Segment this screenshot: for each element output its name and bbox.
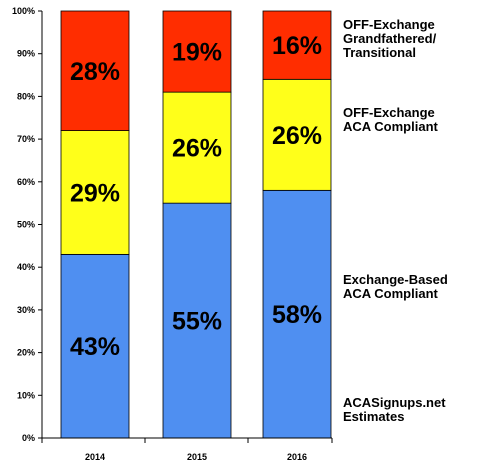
- legend-offexchange: OFF-Exchange ACA Compliant: [343, 106, 438, 134]
- watermark: ACASignups.net Estimates: [343, 396, 446, 424]
- legend-offexchange-line1: OFF-Exchange: [343, 105, 435, 120]
- y-tick-label: 80%: [17, 91, 35, 101]
- y-axis: 0% 10% 20% 30% 40% 50% 60% 70% 80% 90% 100%: [12, 6, 43, 443]
- bar-segment: [60, 10, 130, 131]
- y-tick-label: 30%: [17, 305, 35, 315]
- data-label: 28%: [70, 58, 120, 86]
- y-tick-label: 70%: [17, 134, 35, 144]
- y-tick-label: 60%: [17, 177, 35, 187]
- data-label: 58%: [272, 301, 322, 329]
- legend-offexchange-line2: ACA Compliant: [343, 119, 438, 134]
- y-tick-label: 50%: [17, 220, 35, 230]
- watermark-line2: Estimates: [343, 409, 405, 424]
- bar-segment: [162, 202, 232, 439]
- bar-segment: [162, 91, 232, 204]
- data-label: 19%: [172, 39, 222, 67]
- x-axis: 2014 2015 2016: [41, 437, 333, 462]
- legend-grandfathered-line3: Transitional: [343, 45, 416, 60]
- x-tick-label: 2015: [187, 452, 207, 462]
- watermark-line1: ACASignups.net: [343, 395, 446, 410]
- data-label: 26%: [172, 135, 222, 163]
- legend-grandfathered-line1: OFF-Exchange: [343, 17, 435, 32]
- data-label: 26%: [272, 122, 322, 150]
- y-tick-label: 100%: [12, 6, 35, 16]
- bar-segment: [262, 10, 332, 80]
- x-tick-label: 2016: [287, 452, 307, 462]
- bar-segment: [162, 10, 232, 93]
- legend-grandfathered-line2: Grandfathered/: [343, 31, 437, 46]
- bar-segment: [60, 130, 130, 255]
- legend-exchange: Exchange-Based ACA Compliant: [343, 273, 448, 301]
- y-tick-label: 10%: [17, 390, 35, 400]
- x-tick-label: 2014: [85, 452, 105, 462]
- data-label: 16%: [272, 32, 322, 60]
- data-labels-layer: 43% 29% 28% 55% 26% 19% 58% 26% 16%: [70, 32, 322, 361]
- legend-exchange-line1: Exchange-Based: [343, 272, 448, 287]
- data-label: 29%: [70, 179, 120, 207]
- y-tick-label: 90%: [17, 49, 35, 59]
- bar-segment: [262, 78, 332, 191]
- bar-segment: [60, 253, 130, 439]
- y-tick-label: 20%: [17, 348, 35, 358]
- legend-grandfathered: OFF-Exchange Grandfathered/ Transitional: [343, 18, 436, 60]
- y-tick-label: 40%: [17, 262, 35, 272]
- y-tick-label: 0%: [22, 433, 35, 443]
- data-label: 43%: [70, 333, 120, 361]
- data-label: 55%: [172, 308, 222, 336]
- legend-exchange-line2: ACA Compliant: [343, 286, 438, 301]
- bars-layer: [60, 10, 332, 439]
